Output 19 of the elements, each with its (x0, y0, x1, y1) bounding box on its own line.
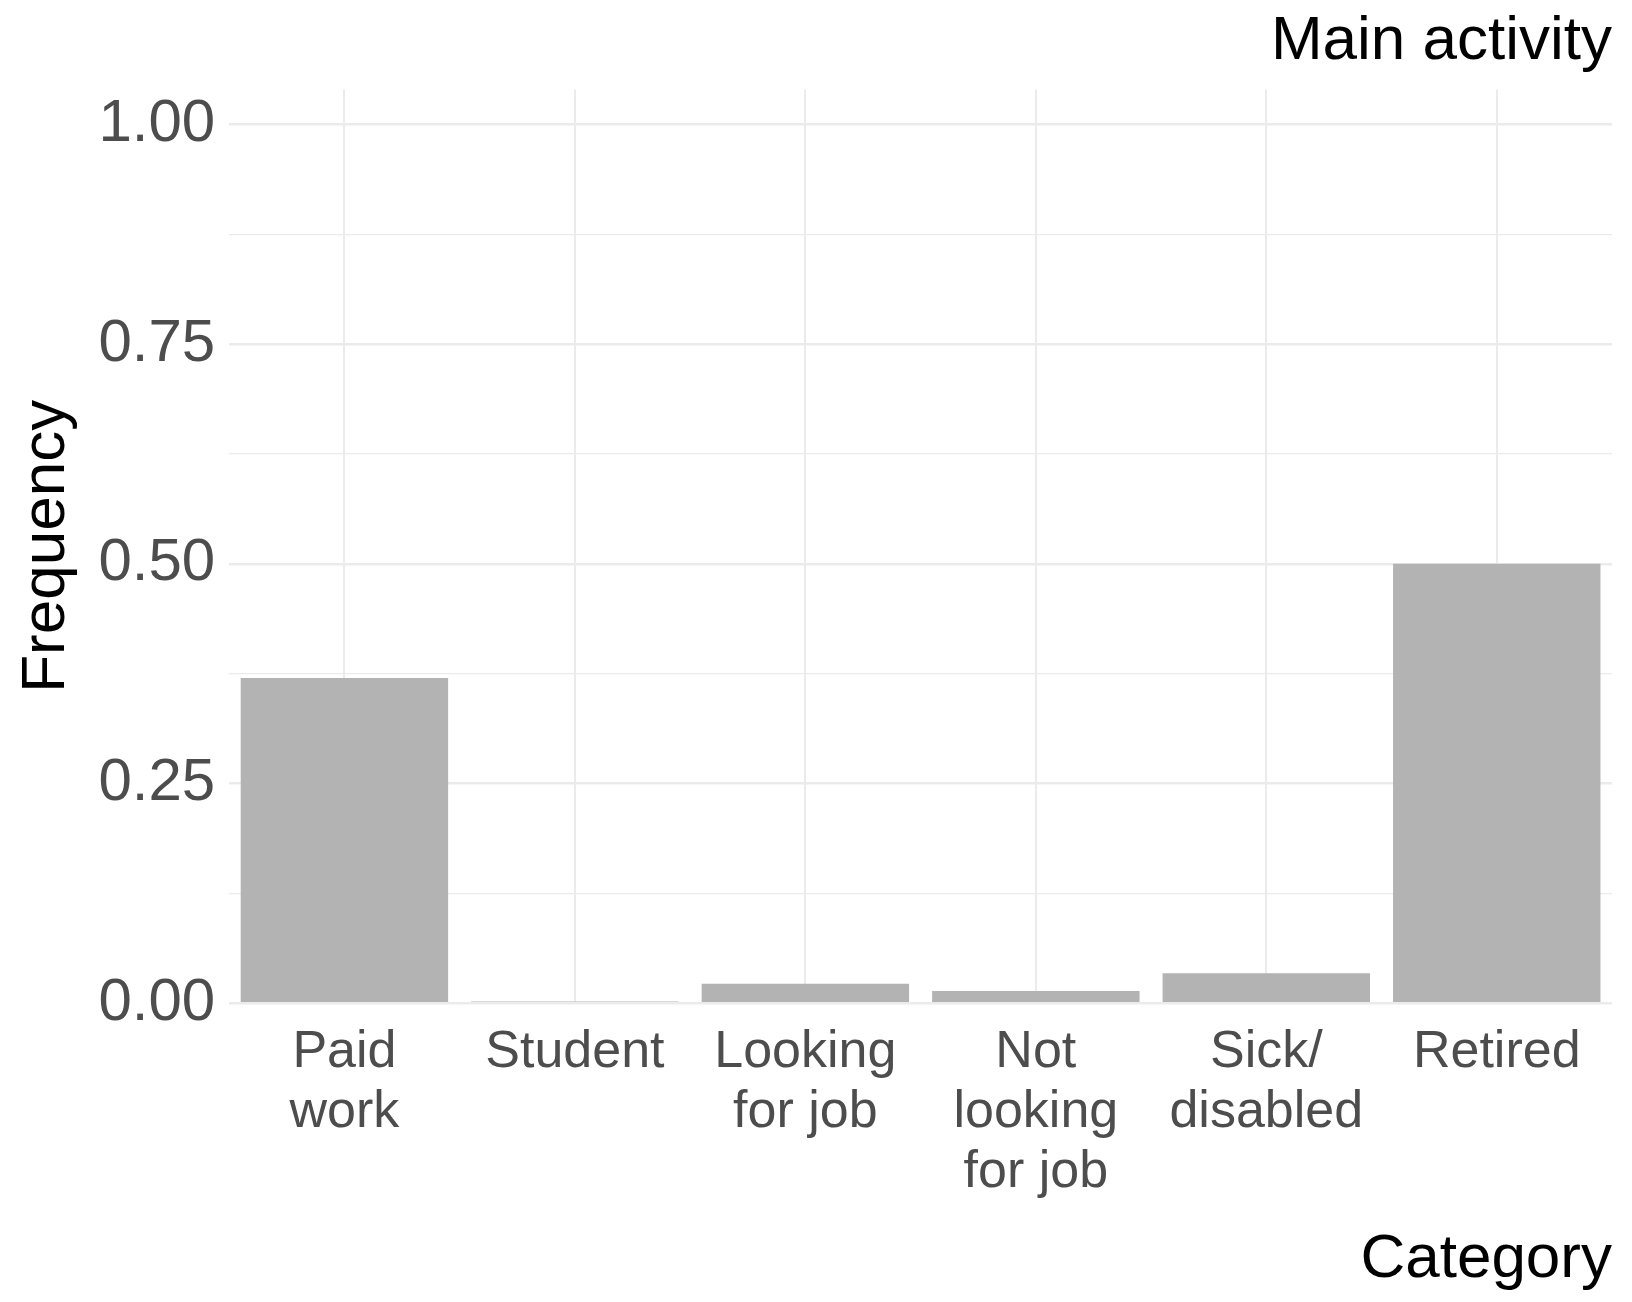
bar (932, 990, 1140, 1002)
bar (1393, 563, 1601, 1002)
bar (701, 983, 910, 1002)
x-axis-title: Category (1360, 1220, 1612, 1290)
x-tick-label: Sick/disabled (1169, 1020, 1364, 1139)
y-tick-label: 1.00 (98, 87, 216, 155)
y-axis-title: Frequency (8, 399, 78, 693)
y-tick-label: 0.25 (98, 746, 216, 814)
bar (1162, 973, 1371, 1002)
x-tick-label: Not looking for job (953, 1020, 1119, 1199)
chart-title: Main activity (1270, 3, 1612, 73)
x-tick-label: Paid work (288, 1020, 401, 1139)
y-tick-label: 0.00 (98, 965, 216, 1033)
x-tick-label: Looking for job (714, 1020, 897, 1139)
x-tick-label: Student (485, 1020, 666, 1079)
x-tick-label: Retired (1412, 1020, 1581, 1079)
y-tick-label: 0.75 (98, 306, 216, 374)
bar (240, 678, 449, 1002)
y-tick-label: 0.50 (98, 526, 216, 594)
